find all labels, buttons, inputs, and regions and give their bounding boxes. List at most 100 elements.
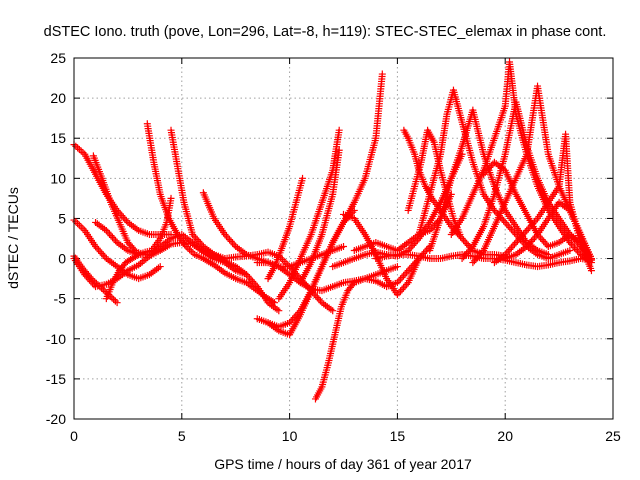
- data-point-marker: [182, 243, 190, 251]
- data-point-marker: [529, 236, 537, 244]
- data-series: [102, 194, 175, 303]
- data-point-marker: [481, 169, 489, 177]
- data-point-marker: [229, 239, 237, 247]
- data-point-marker: [167, 194, 175, 202]
- data-point-marker: [249, 277, 257, 285]
- data-point-marker: [312, 292, 320, 300]
- data-point-marker: [518, 232, 526, 240]
- data-point-marker: [523, 243, 531, 251]
- data-point-marker: [313, 294, 321, 302]
- data-point-marker: [521, 228, 529, 236]
- data-point-marker: [247, 276, 255, 284]
- data-point-marker: [587, 267, 595, 275]
- data-point-marker: [198, 241, 206, 249]
- data-point-marker: [509, 242, 517, 250]
- data-point-marker: [187, 247, 195, 255]
- data-point-marker: [395, 277, 403, 285]
- data-point-marker: [530, 234, 538, 242]
- data-point-marker: [105, 230, 113, 238]
- data-point-marker: [407, 243, 415, 251]
- data-point-marker: [398, 273, 406, 281]
- data-point-marker: [526, 239, 534, 247]
- data-point-marker: [572, 245, 580, 253]
- y-tick-label: 15: [50, 130, 66, 146]
- data-point-marker: [426, 226, 434, 234]
- data-point-marker: [221, 230, 229, 238]
- data-point-marker: [121, 215, 129, 223]
- data-point-marker: [400, 284, 408, 292]
- data-point-marker: [226, 236, 234, 244]
- data-point-marker: [543, 241, 551, 249]
- data-point-marker: [101, 253, 109, 261]
- data-point-marker: [90, 281, 98, 289]
- data-point-marker: [196, 239, 204, 247]
- data-point-marker: [88, 279, 96, 287]
- data-point-marker: [122, 217, 130, 225]
- data-series: [501, 198, 595, 263]
- data-point-marker: [501, 218, 509, 226]
- data-point-marker: [566, 239, 574, 247]
- data-point-marker: [81, 271, 89, 279]
- data-point-marker: [458, 235, 466, 242]
- data-point-marker: [504, 222, 512, 230]
- data-point-marker: [222, 232, 230, 240]
- data-point-marker: [82, 272, 90, 280]
- data-point-marker: [329, 307, 337, 315]
- y-tick-label: -15: [46, 371, 66, 387]
- data-point-marker: [186, 246, 194, 254]
- data-point-marker: [115, 208, 123, 216]
- data-point-marker: [189, 230, 197, 238]
- chart-title: dSTEC Iono. truth (pove, Lon=296, Lat=-8…: [44, 24, 607, 40]
- data-series: [275, 126, 343, 303]
- data-point-marker: [275, 307, 283, 315]
- data-point-marker: [523, 226, 531, 234]
- data-point-marker: [77, 147, 85, 155]
- data-point-marker: [400, 272, 408, 280]
- data-point-marker: [506, 245, 514, 253]
- data-point-marker: [524, 225, 532, 233]
- data-point-marker: [113, 299, 121, 307]
- data-point-marker: [85, 276, 93, 284]
- x-tick-label: 10: [282, 428, 298, 444]
- data-point-marker: [184, 244, 192, 252]
- data-point-marker: [395, 289, 403, 297]
- data-point-marker: [473, 253, 481, 261]
- data-series: [415, 86, 574, 263]
- data-point-marker: [492, 208, 500, 216]
- data-point-marker: [230, 241, 238, 249]
- data-point-marker: [524, 241, 532, 249]
- data-point-marker: [478, 248, 486, 256]
- data-point-marker: [119, 213, 127, 221]
- data-point-marker: [484, 165, 492, 173]
- data-point-marker: [75, 145, 83, 153]
- data-point-marker: [507, 244, 515, 252]
- data-point-marker: [112, 237, 120, 245]
- y-tick-label: 20: [50, 90, 66, 106]
- data-point-marker: [72, 142, 80, 150]
- data-point-marker: [110, 295, 118, 303]
- data-point-marker: [467, 244, 475, 252]
- x-axis-label: GPS time / hours of day 361 of year 2017: [214, 456, 472, 472]
- data-point-marker: [189, 249, 197, 257]
- data-point-marker: [427, 225, 435, 233]
- data-point-marker: [483, 167, 491, 175]
- data-point-marker: [108, 294, 116, 302]
- data-point-marker: [463, 249, 471, 257]
- data-point-marker: [393, 263, 401, 271]
- y-tick-label: 0: [58, 251, 66, 267]
- y-tick-label: -20: [46, 411, 66, 427]
- data-point-marker: [93, 244, 101, 252]
- data-point-marker: [480, 170, 488, 178]
- data-point-marker: [75, 221, 83, 229]
- data-point-marker: [540, 237, 548, 245]
- data-point-marker: [406, 245, 414, 253]
- data-point-marker: [98, 249, 106, 257]
- data-point-marker: [104, 228, 112, 236]
- data-point-marker: [87, 277, 95, 285]
- y-axis-label: dSTEC / TECUs: [5, 187, 21, 289]
- data-point-marker: [510, 240, 518, 248]
- data-point-marker: [504, 247, 512, 255]
- x-tick-label: 25: [605, 428, 621, 444]
